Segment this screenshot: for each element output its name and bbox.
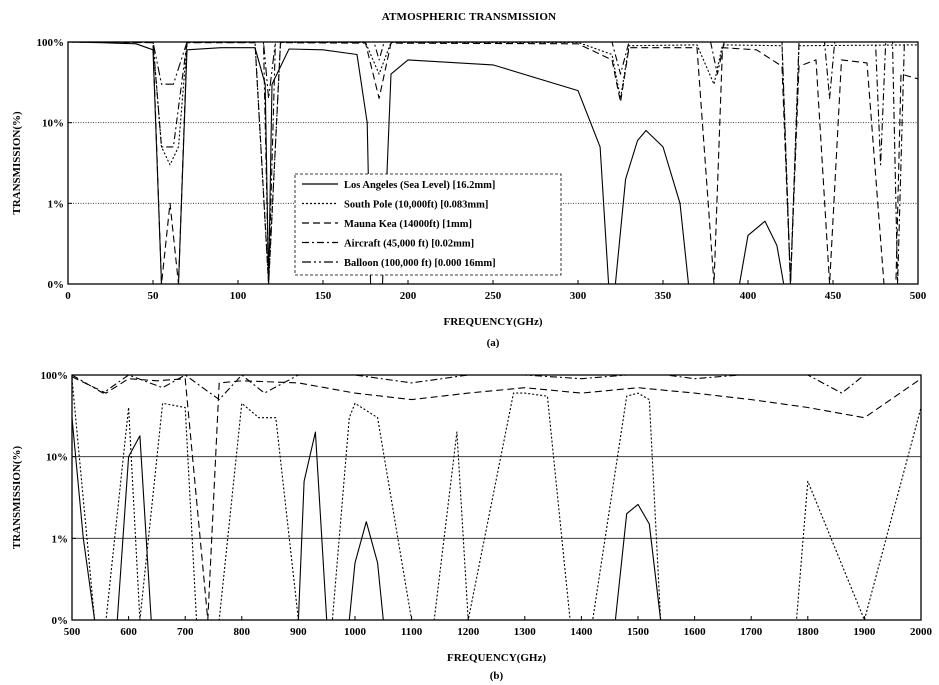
series-line bbox=[72, 376, 921, 620]
x-tick-label: 1100 bbox=[401, 626, 423, 638]
series-group bbox=[72, 375, 921, 620]
x-tick-label: 500 bbox=[910, 290, 927, 302]
x-tick-label: 2000 bbox=[910, 626, 933, 638]
x-tick-label: 300 bbox=[570, 290, 587, 302]
panel-label: (b) bbox=[490, 670, 504, 682]
y-tick-label: 0% bbox=[48, 279, 65, 291]
x-tick-label: 1500 bbox=[627, 626, 650, 638]
x-tick-label: 100 bbox=[230, 290, 247, 302]
series-line bbox=[72, 375, 921, 401]
x-tick-label: 400 bbox=[740, 290, 757, 302]
legend-box bbox=[294, 173, 562, 276]
x-tick-label: 1400 bbox=[570, 626, 593, 638]
y-tick-label: 1% bbox=[48, 198, 65, 210]
legend-label: Mauna Kea (14000ft) [1mm] bbox=[344, 219, 472, 230]
y-tick-label: 0% bbox=[52, 615, 69, 627]
series-group bbox=[68, 42, 918, 284]
x-tick-label: 500 bbox=[64, 626, 81, 638]
panel-b: 0% 1% 10% 100% 500 600 700 800 900 1000 1100 1200 13… bbox=[11, 370, 933, 682]
panel-a: 0% 1% 10% 100% 0 50 100 150 200 250 300 350 400 450 50… bbox=[11, 37, 927, 349]
y-tick-label: 1% bbox=[52, 533, 69, 545]
y-tick-label: 100% bbox=[37, 37, 65, 49]
x-tick-label: 200 bbox=[400, 290, 417, 302]
series-line bbox=[68, 42, 918, 99]
legend-label: Balloon (100,000 ft) [0.000 16mm] bbox=[344, 258, 496, 269]
legend-label: Aircraft (45,000 ft) [0.02mm] bbox=[344, 239, 474, 250]
x-tick-label: 700 bbox=[177, 626, 194, 638]
series-line bbox=[72, 417, 921, 620]
x-tick-label: 450 bbox=[825, 290, 842, 302]
x-axis-label: FREQUENCY(GHz) bbox=[447, 652, 546, 664]
y-axis-label: TRANSMISSION(%) bbox=[11, 446, 23, 550]
y-tick-label: 100% bbox=[41, 370, 69, 382]
x-tick-label: 600 bbox=[120, 626, 137, 638]
x-axis-label: FREQUENCY(GHz) bbox=[444, 316, 543, 328]
x-tick-label: 1000 bbox=[344, 626, 367, 638]
x-tick-label: 800 bbox=[234, 626, 251, 638]
legend-label: South Pole (10,000ft) [0.083mm] bbox=[344, 200, 488, 211]
x-tick-label: 0 bbox=[65, 290, 71, 302]
x-tick-label: 250 bbox=[485, 290, 502, 302]
x-tick-label: 350 bbox=[655, 290, 672, 302]
x-tick-label: 1800 bbox=[797, 626, 820, 638]
x-tick-label: 1200 bbox=[457, 626, 480, 638]
y-tick-label: 10% bbox=[46, 452, 68, 464]
x-tick-label: 900 bbox=[290, 626, 307, 638]
x-tick-label: 150 bbox=[315, 290, 332, 302]
series-line bbox=[68, 42, 918, 284]
panel-label: (a) bbox=[487, 337, 500, 349]
series-line bbox=[72, 378, 921, 620]
legend-label: Los Angeles (Sea Level) [16.2mm] bbox=[344, 180, 495, 191]
x-tick-label: 1300 bbox=[514, 626, 537, 638]
y-axis-label: TRANSMISSION(%) bbox=[11, 111, 23, 215]
y-tick-label: 10% bbox=[42, 118, 64, 130]
plot-frame bbox=[71, 374, 922, 621]
x-tick-label: 1600 bbox=[684, 626, 707, 638]
series-line bbox=[68, 42, 918, 284]
x-tick-label: 50 bbox=[148, 290, 160, 302]
x-tick-label: 1900 bbox=[853, 626, 876, 638]
x-tick-label: 1700 bbox=[740, 626, 763, 638]
figure-title: ATMOSPHERIC TRANSMISSION bbox=[382, 11, 557, 23]
